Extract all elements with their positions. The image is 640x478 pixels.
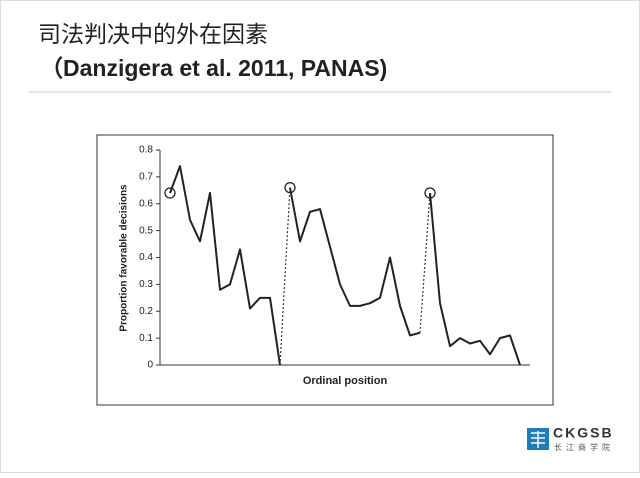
x-axis-label: Ordinal position [303, 375, 388, 387]
slide-title: 司法判决中的外在因素 [38, 21, 268, 47]
y-tick-label: 0.8 [139, 145, 153, 156]
logo-text: CKGSB [553, 425, 614, 441]
session-start-marker [424, 187, 436, 199]
y-tick-label: 0.5 [139, 225, 153, 236]
y-axis-label: Proportion favorable decisions [119, 184, 130, 332]
break-connector [419, 192, 431, 333]
session-start-marker [284, 181, 296, 194]
slide-subtitle: （Danzigera et al. 2011, PANAS) [40, 55, 387, 81]
data-line [429, 192, 521, 366]
y-tick-label: 0 [147, 360, 153, 371]
logo-glyph [531, 431, 545, 448]
y-tick-label: 0.3 [139, 279, 153, 290]
data-line [169, 165, 281, 366]
data-line [289, 187, 421, 337]
y-tick-label: 0.2 [139, 306, 153, 317]
y-tick-label: 0.7 [139, 172, 153, 183]
chart-frame [96, 134, 554, 406]
break-connector [279, 187, 291, 366]
y-tick-label: 0.1 [139, 333, 153, 344]
session-start-marker [164, 187, 176, 199]
logo-subtext: 长江商学院 [554, 442, 614, 452]
y-tick-label: 0.6 [139, 198, 153, 209]
y-tick-label: 0.4 [139, 252, 153, 263]
